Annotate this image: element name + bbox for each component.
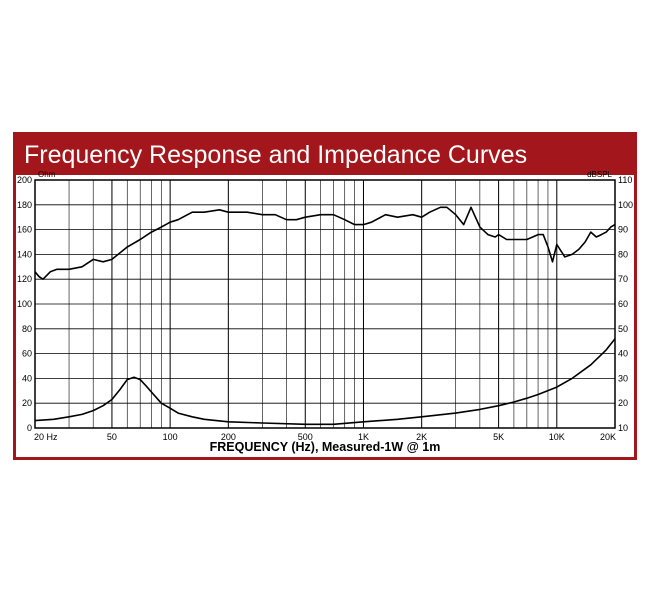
x-tick-label: 2K xyxy=(416,432,427,442)
left-y-tick-label: 40 xyxy=(22,373,32,383)
left-y-tick-label: 140 xyxy=(17,249,32,259)
x-tick-label: 200 xyxy=(221,432,236,442)
x-tick-label: 20K xyxy=(600,432,616,442)
x-tick-label: 50 xyxy=(107,432,117,442)
x-axis-label: FREQUENCY (Hz), Measured-1W @ 1m xyxy=(210,440,441,454)
plot-border xyxy=(34,179,616,429)
left-y-tick-label: 120 xyxy=(17,274,32,284)
left-y-tick-label: 100 xyxy=(17,299,32,309)
x-tick-label: 1K xyxy=(358,432,369,442)
x-tick-label: 5K xyxy=(493,432,504,442)
left-y-tick-label: 20 xyxy=(22,398,32,408)
right-y-tick-label: 100 xyxy=(618,200,633,210)
frequency-response-line xyxy=(34,206,616,281)
series-layer xyxy=(34,206,616,426)
left-y-tick-label: 0 xyxy=(27,423,32,433)
right-y-tick-label: 70 xyxy=(618,274,628,284)
x-tick-label: 20 Hz xyxy=(34,432,58,442)
impedance-line xyxy=(34,338,616,426)
left-y-tick-label: 160 xyxy=(17,225,32,235)
x-tick-label: 500 xyxy=(298,432,313,442)
right-y-tick-label: 30 xyxy=(618,373,628,383)
left-y-tick-label: 60 xyxy=(22,349,32,359)
left-y-tick-label: 80 xyxy=(22,324,32,334)
left-y-tick-label: 180 xyxy=(17,200,32,210)
right-y-tick-label: 10 xyxy=(618,423,628,433)
right-axis-unit: dBSPL xyxy=(587,170,612,179)
right-y-tick-label: 60 xyxy=(618,299,628,309)
right-y-tick-label: 110 xyxy=(618,175,632,185)
major-gridlines xyxy=(35,180,615,428)
left-y-tick-label: 200 xyxy=(17,175,32,185)
x-tick-label: 10K xyxy=(549,432,565,442)
tick-labels: 0 20 40 60 80 100 120 140 160 180 200 10 20 30 40 50 60 7… xyxy=(17,175,633,442)
right-y-tick-label: 50 xyxy=(618,324,628,334)
chart-title: Frequency Response and Impedance Curves xyxy=(16,135,634,175)
x-tick-label: 100 xyxy=(163,432,178,442)
left-axis-unit: Ohm xyxy=(38,170,56,179)
right-y-tick-label: 20 xyxy=(618,398,628,408)
right-y-tick-label: 90 xyxy=(618,225,628,235)
right-y-tick-label: 40 xyxy=(618,349,628,359)
right-y-tick-label: 80 xyxy=(618,249,628,259)
